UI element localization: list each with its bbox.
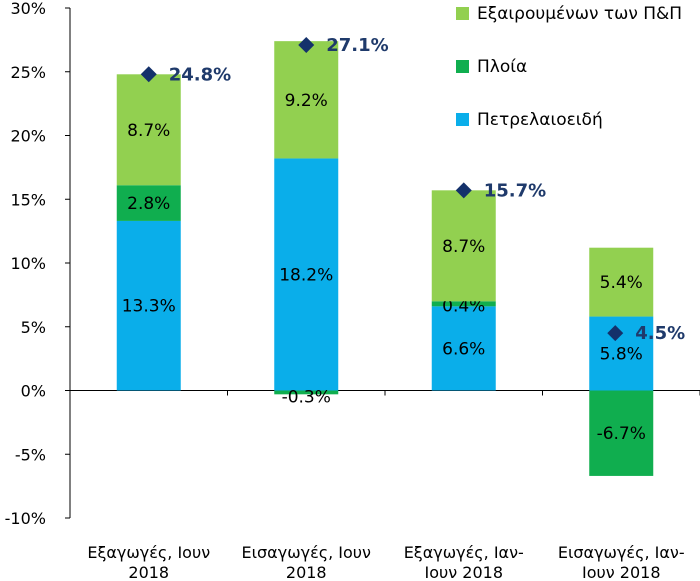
legend: Εξαιρουμένων των Π&Π Πλοία Πετρελαιοειδή <box>456 4 682 130</box>
y-tick-label: 20% <box>10 127 46 146</box>
segment-label: 18.2% <box>279 265 333 285</box>
segment-label: 2.8% <box>127 194 170 214</box>
category-label: Εξαγωγές, Ιαν- <box>404 543 524 562</box>
total-marker <box>140 66 157 83</box>
legend-swatch <box>456 7 469 20</box>
segment-label: 6.6% <box>442 339 485 359</box>
bar-segment <box>116 220 181 391</box>
total-label: 15.7% <box>484 180 546 201</box>
category-label: Εισαγωγές, Ιουν <box>242 543 372 562</box>
bar-segment <box>431 190 496 302</box>
legend-swatch <box>456 113 469 126</box>
total-label: 27.1% <box>326 35 388 56</box>
total-marker <box>607 325 624 342</box>
plot-area: 30% 25% 20% 15% 10% 5% 0% -5% -10% 13.3% 2.8% 8.7% 2… <box>5 0 700 581</box>
segment-label: 13.3% <box>122 297 176 317</box>
y-tick-label: 25% <box>10 63 46 82</box>
bar-segment <box>589 247 654 317</box>
y-tick-label: -5% <box>15 445 46 464</box>
total-label: 24.8% <box>169 64 231 85</box>
category-label: Ιουν 2018 <box>582 563 661 581</box>
legend-label: Εξαιρουμένων των Π&Π <box>477 4 682 24</box>
bar-segment <box>116 185 181 221</box>
segment-label: -6.7% <box>597 424 646 444</box>
y-tick-label: -10% <box>5 509 46 528</box>
bar-segment <box>274 41 339 159</box>
legend-swatch <box>456 60 469 73</box>
legend-label: Πετρελαιοειδή <box>477 110 603 130</box>
category-label: 2018 <box>128 563 169 581</box>
bar-segment <box>116 74 181 186</box>
segment-label: 5.4% <box>600 273 643 293</box>
total-marker <box>298 36 315 53</box>
segment-label: 9.2% <box>285 91 328 111</box>
bar-segment <box>589 390 654 476</box>
category-label: Ιουν 2018 <box>424 563 503 581</box>
segment-label: 8.7% <box>127 121 170 141</box>
bar-segment <box>274 158 339 391</box>
y-tick-label: 30% <box>10 0 46 18</box>
total-label: 4.5% <box>635 323 685 344</box>
total-marker <box>455 182 472 199</box>
category-label: 2018 <box>286 563 327 581</box>
y-tick-label: 15% <box>10 190 46 209</box>
bar-segment <box>431 306 496 391</box>
y-tick-label: 5% <box>21 318 46 337</box>
segment-label: 8.7% <box>442 237 485 257</box>
bar-segment <box>274 390 339 395</box>
bar-segment <box>589 316 654 391</box>
segment-label: 5.8% <box>600 345 643 365</box>
legend-label: Πλοία <box>477 57 527 77</box>
y-tick-label: 10% <box>10 254 46 273</box>
segment-label: -0.3% <box>282 387 331 407</box>
category-label: Εισαγωγές, Ιαν- <box>558 543 685 562</box>
category-label: Εξαγωγές, Ιουν <box>87 543 210 562</box>
bar-segment <box>431 301 496 307</box>
y-tick-label: 0% <box>21 382 46 401</box>
